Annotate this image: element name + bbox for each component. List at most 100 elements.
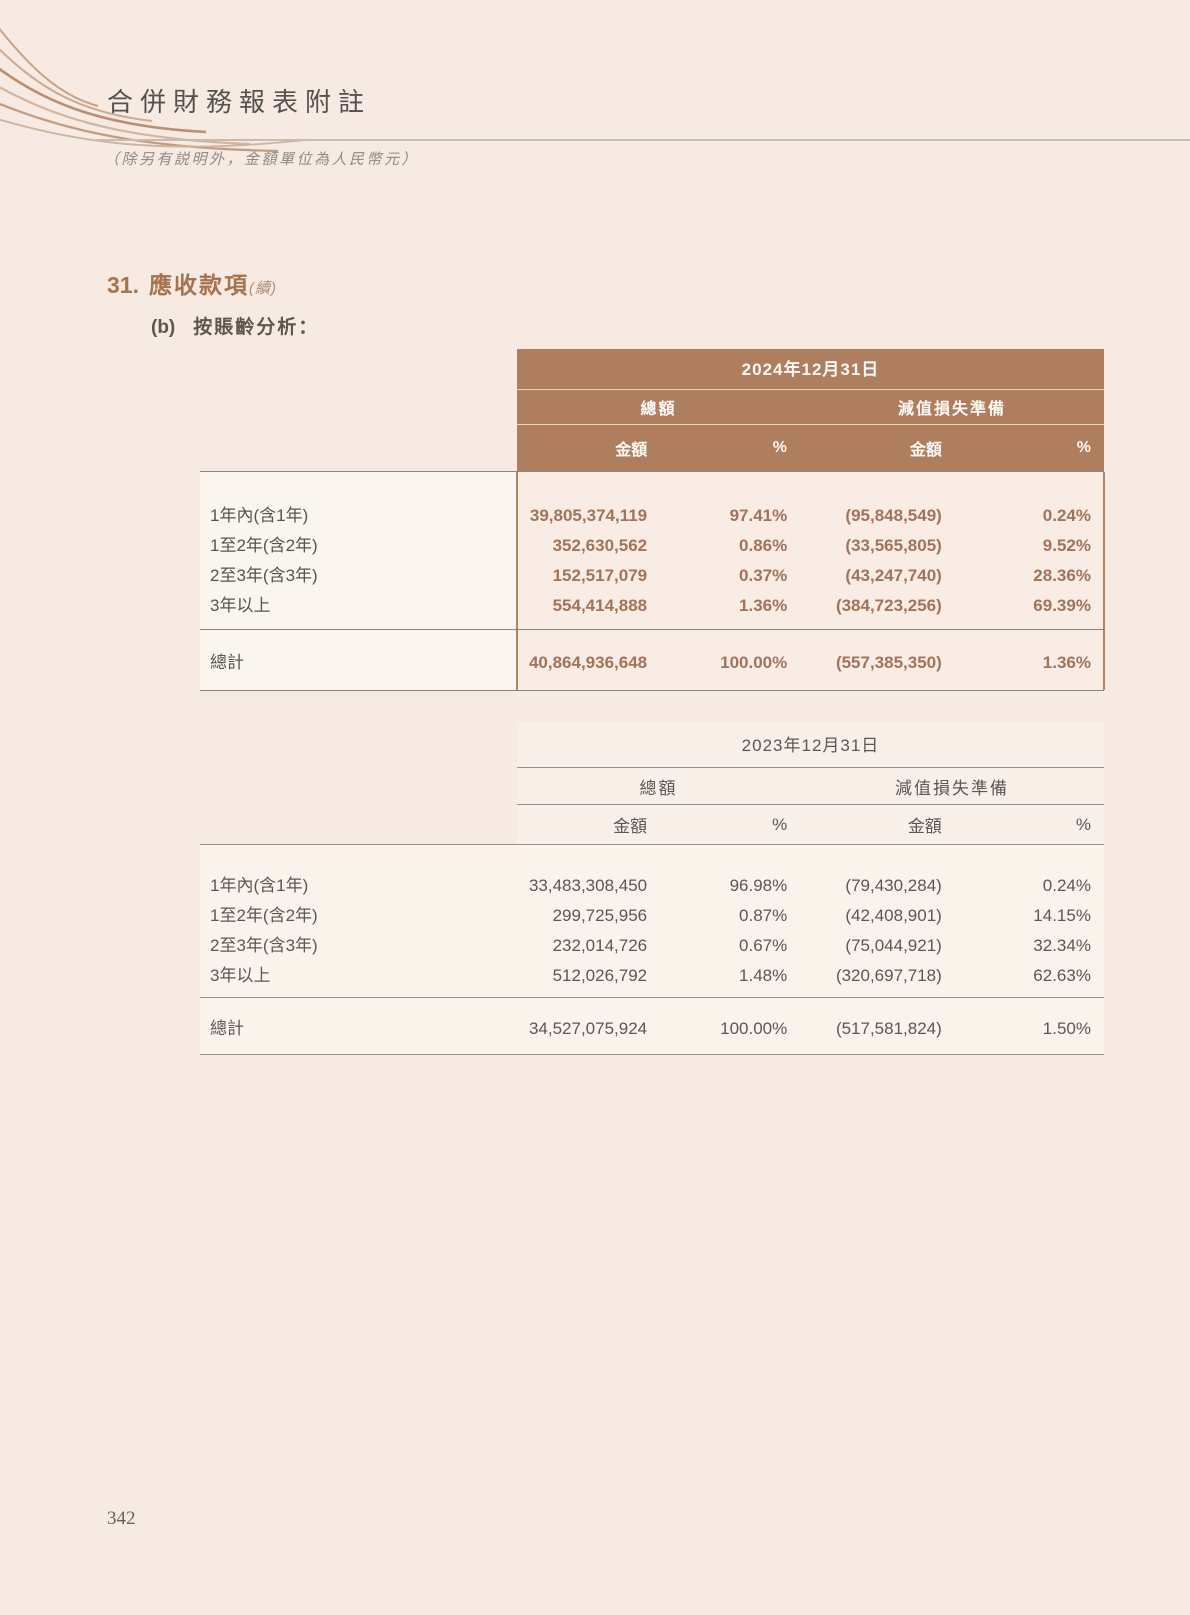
gross-amount-cell: 512,026,792 [552, 966, 648, 985]
table-2024-date-header: 2024年12月31日 [517, 349, 1104, 390]
column-header-percent: % [772, 439, 787, 456]
column-header-amount: 金額 [909, 442, 942, 459]
row-label: 3年以上 [210, 966, 271, 985]
impairment-percent-cell: 0.24% [1042, 506, 1091, 525]
gross-percent-cell: 0.37% [739, 566, 788, 585]
group-header-impairment: 減值損失準備 [894, 778, 1009, 798]
total-gross-percent: 100.00% [720, 1019, 788, 1038]
gross-amount-cell: 352,630,562 [552, 536, 648, 555]
impairment-amount-cell: (42,408,901) [845, 906, 942, 925]
total-impairment-percent: 1.36% [1042, 653, 1091, 672]
table-row: 3年以上 554,414,888 1.36% (384,723,256) 69.… [200, 591, 1104, 621]
impairment-amount-cell: (75,044,921) [845, 936, 942, 955]
impairment-amount-cell: (95,848,549) [845, 506, 942, 525]
page-number: 342 [107, 1508, 136, 1529]
group-header-gross: 總額 [639, 778, 678, 798]
section-heading: 31. 應收款項(續) [107, 266, 277, 300]
impairment-amount-cell: (79,430,284) [845, 876, 942, 895]
gross-percent-cell: 1.36% [739, 596, 788, 615]
header-background [517, 722, 1104, 845]
section-continued-marker: (續) [248, 280, 277, 297]
gross-percent-cell: 96.98% [729, 876, 788, 895]
total-gross-percent: 100.00% [720, 653, 788, 672]
impairment-percent-cell: 9.52% [1042, 536, 1091, 555]
section-number: 31. [107, 272, 139, 298]
gross-percent-cell: 1.48% [739, 966, 788, 985]
table-row: 1至2年(含2年) 352,630,562 0.86% (33,565,805)… [200, 531, 1104, 561]
gross-amount-cell: 39,805,374,119 [529, 506, 648, 525]
label-column-background [200, 472, 517, 690]
table-row: 2至3年(含3年) 152,517,079 0.37% (43,247,740)… [200, 561, 1104, 591]
table-2023-group-header-row: 總額 減值損失準備 [517, 768, 1104, 805]
row-label: 2至3年(含3年) [210, 936, 318, 955]
aging-table-2023: 2023年12月31日 總額 減值損失準備 金額 % 金額 % 1年內(含1年)… [200, 722, 1104, 1055]
total-gross-amount: 40,864,936,648 [528, 653, 648, 672]
impairment-percent-cell: 0.24% [1042, 876, 1091, 895]
row-label: 1至2年(含2年) [210, 906, 318, 925]
total-impairment-amount: (517,581,824) [835, 1019, 942, 1038]
table-2024-group-header-row: 總額 減值損失準備 [517, 390, 1104, 425]
gross-amount-cell: 299,725,956 [552, 906, 648, 925]
column-header-amount: 金額 [907, 817, 942, 836]
total-gross-amount: 34,527,075,924 [528, 1019, 648, 1038]
impairment-amount-cell: (33,565,805) [845, 536, 942, 555]
table-row: 2至3年(含3年) 232,014,726 0.67% (75,044,921)… [200, 931, 1104, 961]
impairment-amount-cell: (320,697,718) [835, 966, 942, 985]
column-header-amount: 金額 [613, 817, 648, 836]
table-2024-column-header-row: 金額 % 金額 % [517, 425, 1104, 471]
table-2024-header-band: 2024年12月31日 總額 減值損失準備 金額 % 金額 % [517, 349, 1104, 471]
table-2023-rows: 1年內(含1年) 33,483,308,450 96.98% (79,430,2… [200, 845, 1104, 997]
impairment-percent-cell: 69.39% [1033, 596, 1091, 615]
gross-percent-cell: 0.86% [739, 536, 788, 555]
total-separator-line [200, 629, 1104, 630]
impairment-percent-cell: 62.63% [1033, 966, 1091, 985]
total-row: 總計 40,864,936,648 100.00% (557,385,350) … [200, 648, 1104, 678]
table-2023-body: 1年內(含1年) 33,483,308,450 96.98% (79,430,2… [200, 845, 1104, 1055]
gross-percent-cell: 0.67% [739, 936, 788, 955]
swoosh-decoration [0, 27, 310, 153]
aging-table-2024: 2024年12月31日 總額 減值損失準備 金額 % 金額 % 1年內(含1年)… [200, 349, 1105, 691]
currency-note: （除另有説明外，金額單位為人民幣元） [104, 152, 420, 168]
impairment-percent-cell: 14.15% [1033, 906, 1091, 925]
table-2023-header: 2023年12月31日 總額 減值損失準備 金額 % 金額 % [200, 722, 1104, 845]
row-label: 1年內(含1年) [210, 876, 309, 895]
table-row: 1至2年(含2年) 299,725,956 0.87% (42,408,901)… [200, 901, 1104, 931]
table-row: 1年內(含1年) 33,483,308,450 96.98% (79,430,2… [200, 871, 1104, 901]
header-divider [96, 139, 1190, 141]
vertical-divider [516, 472, 518, 690]
group-header-gross: 總額 [640, 401, 677, 418]
column-header-percent: % [772, 814, 788, 834]
total-row: 總計 34,527,075,924 100.00% (517,581,824) … [200, 1014, 1104, 1044]
gross-percent-cell: 97.41% [729, 506, 788, 525]
gross-amount-cell: 33,483,308,450 [528, 876, 648, 895]
table-2024-rows: 1年內(含1年) 39,805,374,119 97.41% (95,848,5… [200, 472, 1104, 629]
total-impairment-amount: (557,385,350) [835, 653, 942, 672]
column-header-percent: % [1076, 439, 1091, 456]
impairment-percent-cell: 28.36% [1033, 566, 1091, 585]
group-header-impairment: 減值損失準備 [897, 401, 1006, 418]
section-title: 應收款項 [148, 272, 249, 298]
column-header-amount: 金額 [615, 442, 648, 459]
impairment-percent-cell: 32.34% [1033, 936, 1091, 955]
subsection-title: 按賬齡分析： [193, 317, 320, 338]
column-header-percent: % [1075, 814, 1091, 834]
page-title: 合併財務報表附註 [107, 88, 372, 117]
gross-amount-cell: 554,414,888 [552, 596, 648, 615]
row-label: 1年內(含1年) [210, 506, 309, 525]
table-2023-column-header-row: 金額 % 金額 % [200, 805, 1104, 845]
data-area-background [517, 472, 1104, 690]
gross-percent-cell: 0.87% [739, 906, 788, 925]
row-label: 1至2年(含2年) [210, 536, 318, 555]
total-label: 總計 [210, 653, 244, 672]
impairment-amount-cell: (384,723,256) [835, 596, 942, 615]
total-impairment-percent: 1.50% [1042, 1019, 1091, 1038]
table-2023-total-section: 總計 34,527,075,924 100.00% (517,581,824) … [200, 998, 1104, 1054]
table-2024-body: 1年內(含1年) 39,805,374,119 97.41% (95,848,5… [200, 471, 1105, 691]
row-label: 3年以上 [210, 596, 271, 615]
table-row: 1年內(含1年) 39,805,374,119 97.41% (95,848,5… [200, 501, 1104, 531]
total-separator-line [200, 997, 1104, 998]
impairment-amount-cell: (43,247,740) [845, 566, 942, 585]
gross-amount-cell: 152,517,079 [552, 566, 648, 585]
row-label: 2至3年(含3年) [210, 566, 318, 585]
